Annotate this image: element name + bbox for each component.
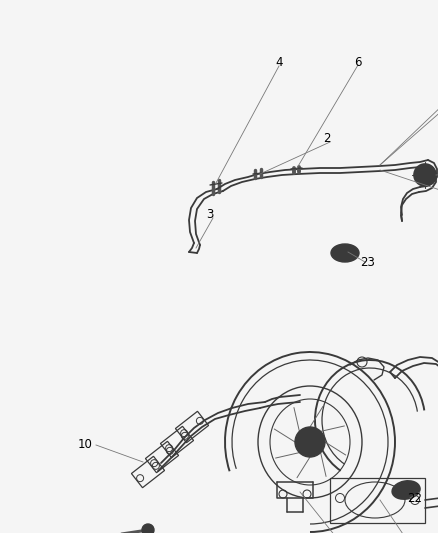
Text: 10: 10 (78, 439, 93, 451)
Ellipse shape (392, 481, 420, 499)
Text: 23: 23 (360, 255, 375, 269)
Text: 3: 3 (206, 208, 214, 222)
Circle shape (414, 164, 436, 186)
Text: 4: 4 (275, 56, 283, 69)
Ellipse shape (331, 244, 359, 262)
Circle shape (295, 427, 325, 457)
Text: 22: 22 (407, 491, 423, 505)
Circle shape (142, 524, 154, 533)
Text: 2: 2 (323, 133, 331, 146)
Text: 6: 6 (354, 55, 362, 69)
